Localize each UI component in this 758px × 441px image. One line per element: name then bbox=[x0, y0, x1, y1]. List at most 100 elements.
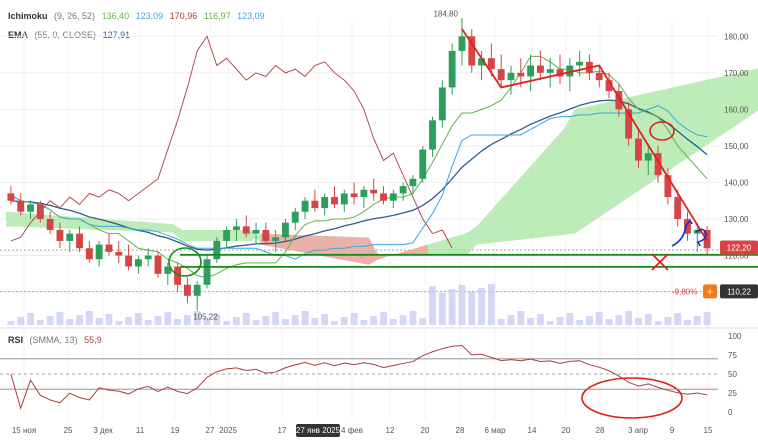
volume-bar bbox=[360, 320, 368, 325]
volume-bar bbox=[301, 311, 309, 325]
blue-question-drawing bbox=[695, 228, 707, 247]
rsi-value: 55,9 bbox=[84, 335, 102, 345]
volume-bar bbox=[144, 320, 152, 325]
candle-body bbox=[635, 138, 642, 161]
candle-body bbox=[517, 72, 525, 77]
user-drawings bbox=[168, 28, 758, 419]
price-tick-label: 180,00 bbox=[724, 32, 749, 41]
candle-body bbox=[193, 284, 201, 296]
blue-arrow-drawing bbox=[671, 220, 693, 247]
volume-bar bbox=[27, 313, 34, 325]
date-tick-label: 28 bbox=[456, 426, 465, 435]
price-tick-label: 170,00 bbox=[724, 69, 749, 78]
volume-bar bbox=[380, 312, 387, 325]
volume-bar bbox=[115, 321, 123, 325]
volume-bar bbox=[556, 317, 564, 325]
candle-body bbox=[507, 72, 515, 81]
volume-bar bbox=[321, 314, 329, 325]
volume-bar bbox=[654, 321, 662, 325]
volume-bar bbox=[17, 317, 25, 325]
candle-body bbox=[556, 69, 564, 77]
rsi-tick-label: 75 bbox=[728, 351, 737, 360]
volume-bar bbox=[311, 318, 319, 325]
volume-bars bbox=[7, 284, 711, 325]
rsi-line bbox=[10, 344, 708, 410]
volume-bar bbox=[154, 316, 162, 325]
candle-body bbox=[85, 248, 93, 260]
volume-bar bbox=[644, 314, 652, 325]
date-tick-label: 9 bbox=[670, 426, 675, 435]
date-tick-label: 2025 bbox=[219, 426, 237, 435]
cloud-area bbox=[6, 68, 758, 265]
candle-body bbox=[615, 91, 623, 110]
volume-bar bbox=[203, 318, 211, 325]
rsi-tick-label: 50 bbox=[728, 370, 737, 379]
ichimoku-legend[interactable]: Ichimoku (9, 26, 52) 136,40 123,09 170,9… bbox=[8, 11, 269, 21]
volume-bar bbox=[7, 321, 15, 325]
ichimoku-value-2: 123,09 bbox=[135, 11, 164, 21]
candle-body bbox=[125, 255, 133, 267]
trend-line-drawing bbox=[461, 28, 708, 242]
candle-body bbox=[419, 149, 427, 179]
date-tick-label: 11 bbox=[136, 426, 145, 435]
volume-bar bbox=[419, 318, 427, 325]
price-labels: 184,80 105,22 -9,80% 122,20 + 110,22 bbox=[193, 10, 758, 322]
volume-bar bbox=[536, 314, 544, 325]
candle-body bbox=[27, 204, 34, 212]
candle-body bbox=[56, 229, 64, 241]
volume-bar bbox=[664, 317, 672, 325]
volume-bar bbox=[272, 312, 280, 325]
highlighted-date-box bbox=[296, 424, 340, 437]
last-price-text: 122,20 bbox=[727, 244, 752, 253]
volume-bar bbox=[193, 311, 201, 325]
volume-bar bbox=[282, 319, 289, 325]
candle-body bbox=[105, 244, 113, 252]
candle-body bbox=[458, 36, 466, 51]
volume-bar bbox=[546, 321, 554, 325]
candle-body bbox=[262, 229, 270, 241]
price-tick-label: 140,00 bbox=[724, 178, 749, 187]
plus-button-text: + bbox=[707, 286, 713, 298]
candle-body bbox=[654, 153, 662, 176]
volume-bar bbox=[438, 293, 446, 325]
volume-bar bbox=[478, 288, 486, 325]
date-tick-label: 4 фев bbox=[341, 426, 363, 435]
green-circle-drawing bbox=[168, 247, 202, 277]
candle-body bbox=[684, 219, 691, 234]
ema-legend[interactable]: EMA (55, 0, CLOSE) 127,91 bbox=[8, 30, 134, 40]
ichimoku-params: (9, 26, 52) bbox=[54, 11, 96, 21]
rsi-label: RSI bbox=[8, 335, 24, 345]
ichimoku-cloud bbox=[6, 68, 758, 265]
rsi-panel bbox=[0, 344, 718, 410]
volume-bar bbox=[291, 315, 299, 325]
candle-body bbox=[174, 266, 182, 285]
volume-bar bbox=[56, 312, 64, 325]
date-tick-label: 17 bbox=[278, 426, 287, 435]
candle-body bbox=[389, 193, 397, 201]
candle-body bbox=[144, 255, 152, 260]
high-price-label: 184,80 bbox=[433, 10, 458, 19]
rsi-params: (SMMA, 13) bbox=[29, 335, 78, 345]
rsi-legend[interactable]: RSI (SMMA, 13) 55,9 bbox=[8, 335, 106, 345]
volume-bar bbox=[615, 315, 623, 325]
candle-body bbox=[183, 284, 191, 296]
price-tick-label: 150,00 bbox=[724, 142, 749, 151]
last-price-badge bbox=[720, 240, 758, 255]
candle-body bbox=[429, 120, 436, 150]
change-percent-label: -9,80% bbox=[672, 287, 697, 296]
volume-bar bbox=[595, 312, 603, 325]
volume-bar bbox=[605, 319, 613, 325]
candle-body bbox=[154, 255, 162, 274]
volume-bar bbox=[448, 289, 456, 325]
low-price-label: 105,22 bbox=[193, 313, 218, 322]
price-tick-label: 120,00 bbox=[724, 252, 749, 261]
volume-bar bbox=[350, 313, 358, 325]
volume-bar bbox=[262, 316, 270, 325]
candle-body bbox=[664, 175, 672, 198]
volume-bar bbox=[389, 319, 397, 325]
red-circle-drawing bbox=[649, 121, 675, 141]
candle-body bbox=[46, 219, 54, 230]
volume-bar bbox=[66, 319, 74, 325]
candle-body bbox=[409, 178, 417, 187]
